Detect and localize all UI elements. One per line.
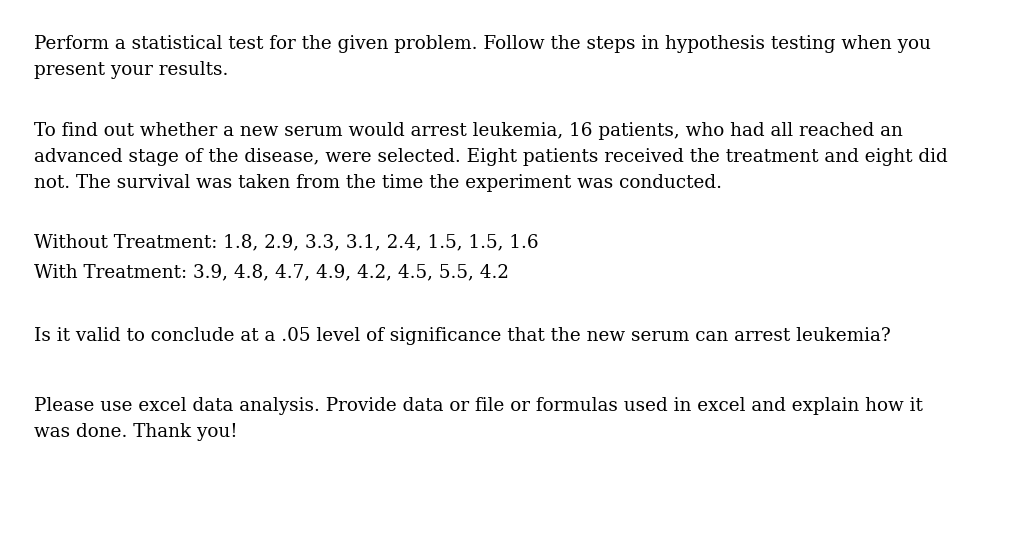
Text: advanced stage of the disease, were selected. Eight patients received the treatm: advanced stage of the disease, were sele… [34, 148, 948, 166]
Text: Please use excel data analysis. Provide data or file or formulas used in excel a: Please use excel data analysis. Provide … [34, 397, 922, 415]
Text: With Treatment: 3.9, 4.8, 4.7, 4.9, 4.2, 4.5, 5.5, 4.2: With Treatment: 3.9, 4.8, 4.7, 4.9, 4.2,… [34, 263, 508, 281]
Text: Without Treatment: 1.8, 2.9, 3.3, 3.1, 2.4, 1.5, 1.5, 1.6: Without Treatment: 1.8, 2.9, 3.3, 3.1, 2… [34, 233, 539, 251]
Text: Is it valid to conclude at a .05 level of significance that the new serum can ar: Is it valid to conclude at a .05 level o… [34, 327, 891, 344]
Text: Perform a statistical test for the given problem. Follow the steps in hypothesis: Perform a statistical test for the given… [34, 35, 930, 53]
Text: not. The survival was taken from the time the experiment was conducted.: not. The survival was taken from the tim… [34, 174, 722, 192]
Text: present your results.: present your results. [34, 61, 228, 79]
Text: To find out whether a new serum would arrest leukemia, 16 patients, who had all : To find out whether a new serum would ar… [34, 123, 903, 140]
Text: was done. Thank you!: was done. Thank you! [34, 423, 237, 440]
